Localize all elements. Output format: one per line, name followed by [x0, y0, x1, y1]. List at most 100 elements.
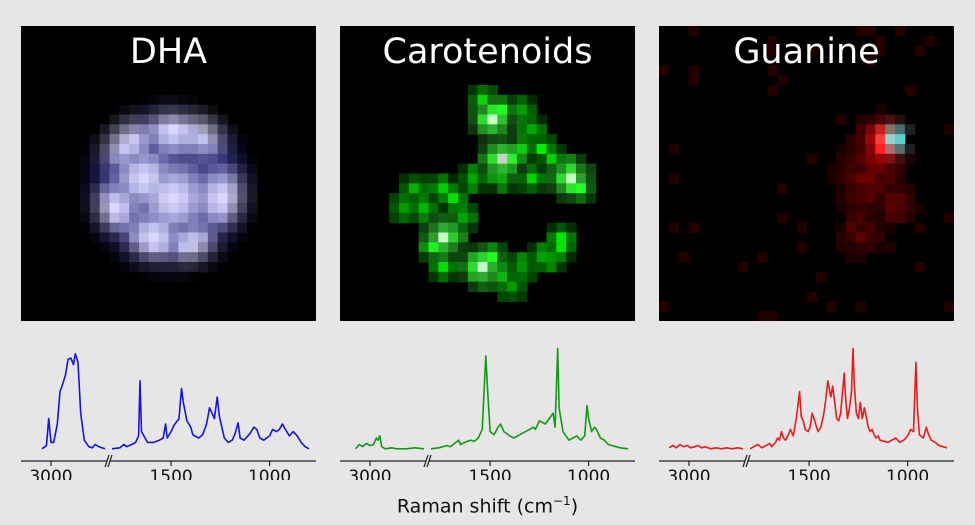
- map-pixel: [247, 153, 258, 165]
- map-pixel: [507, 134, 518, 145]
- map-pixel: [168, 144, 179, 155]
- map-pixel: [875, 104, 886, 116]
- map-pixel: [207, 222, 219, 234]
- x-tick-label: 1500: [787, 467, 830, 480]
- map-pixel: [546, 262, 557, 273]
- map-pixel: [865, 134, 876, 145]
- map-pixel: [895, 153, 906, 165]
- map-pixel: [448, 232, 459, 243]
- map-pixel: [198, 222, 209, 234]
- map-pixel: [227, 212, 238, 224]
- map-pixel: [448, 173, 459, 184]
- map-pixel: [526, 94, 538, 106]
- map-pixel: [546, 242, 557, 253]
- map-pixel: [119, 163, 130, 175]
- map-pixel: [207, 262, 219, 273]
- map-pixel: [217, 242, 229, 253]
- map-pixel: [855, 252, 867, 263]
- map-pixel: [688, 75, 699, 86]
- map-pixel: [408, 212, 420, 224]
- map-pixel: [438, 232, 449, 243]
- map-pixel: [438, 183, 449, 194]
- map-pixel: [855, 222, 867, 234]
- map-pixel: [924, 35, 935, 47]
- axis-break-mark: [742, 454, 748, 468]
- map-pixel: [237, 153, 248, 165]
- map-pixel: [207, 252, 219, 263]
- map-pixel: [507, 153, 518, 165]
- map-pixel: [129, 242, 140, 253]
- map-pixel: [497, 173, 508, 184]
- map-pixel: [158, 193, 170, 204]
- map-pixel: [198, 134, 209, 145]
- map-pixel: [198, 114, 209, 125]
- map-pixel: [845, 144, 857, 155]
- map-pixel: [247, 222, 258, 234]
- carotenoids-image-panel: Carotenoids: [340, 26, 635, 321]
- map-pixel: [895, 193, 906, 204]
- map-pixel: [109, 183, 120, 194]
- map-pixel: [188, 183, 199, 194]
- x-tick-label: 3000: [29, 467, 72, 480]
- map-pixel: [89, 173, 101, 184]
- map-pixel: [178, 173, 189, 184]
- map-pixel: [99, 212, 111, 224]
- carotenoids-title: Carotenoids: [382, 32, 593, 72]
- map-pixel: [207, 134, 219, 145]
- map-pixel: [585, 193, 597, 204]
- map-pixel: [207, 232, 219, 243]
- map-pixel: [536, 173, 548, 184]
- map-pixel: [89, 163, 101, 175]
- map-pixel: [507, 183, 518, 194]
- map-pixel: [477, 163, 489, 175]
- map-pixel: [855, 144, 867, 155]
- map-pixel: [188, 262, 199, 273]
- map-pixel: [467, 124, 479, 135]
- map-pixel: [826, 301, 837, 312]
- map-pixel: [148, 212, 160, 224]
- map-pixel: [566, 193, 577, 204]
- map-pixel: [119, 212, 130, 224]
- map-pixel: [487, 114, 498, 125]
- map-pixel: [467, 242, 479, 253]
- map-pixel: [448, 222, 459, 234]
- map-pixel: [438, 252, 449, 263]
- map-pixel: [139, 173, 150, 184]
- map-pixel: [129, 104, 140, 116]
- map-pixel: [845, 203, 857, 214]
- map-pixel: [158, 262, 170, 273]
- map-pixel: [168, 203, 179, 214]
- map-pixel: [99, 203, 111, 214]
- map-pixel: [178, 262, 189, 273]
- map-pixel: [836, 242, 847, 253]
- map-pixel: [188, 242, 199, 253]
- map-pixel: [428, 183, 439, 194]
- map-pixel: [836, 114, 847, 125]
- map-pixel: [688, 222, 699, 234]
- map-pixel: [507, 114, 518, 125]
- x-tick-label: 1500: [468, 467, 511, 480]
- map-pixel: [855, 242, 867, 253]
- map-pixel: [428, 252, 439, 263]
- map-pixel: [158, 252, 170, 263]
- map-pixel: [855, 26, 867, 37]
- map-pixel: [99, 193, 111, 204]
- map-pixel: [188, 222, 199, 234]
- map-pixel: [188, 94, 199, 106]
- map-pixel: [885, 203, 896, 214]
- map-pixel: [139, 252, 150, 263]
- map-pixel: [865, 203, 876, 214]
- map-pixel: [207, 104, 219, 116]
- map-pixel: [507, 271, 518, 283]
- map-pixel: [148, 222, 160, 234]
- map-pixel: [826, 173, 837, 184]
- map-pixel: [217, 252, 229, 263]
- map-pixel: [865, 242, 876, 253]
- map-pixel: [497, 114, 508, 125]
- map-pixel: [129, 144, 140, 155]
- map-pixel: [507, 291, 518, 302]
- map-pixel: [207, 242, 219, 253]
- map-pixel: [467, 94, 479, 106]
- map-pixel: [99, 173, 111, 184]
- map-pixel: [247, 173, 258, 184]
